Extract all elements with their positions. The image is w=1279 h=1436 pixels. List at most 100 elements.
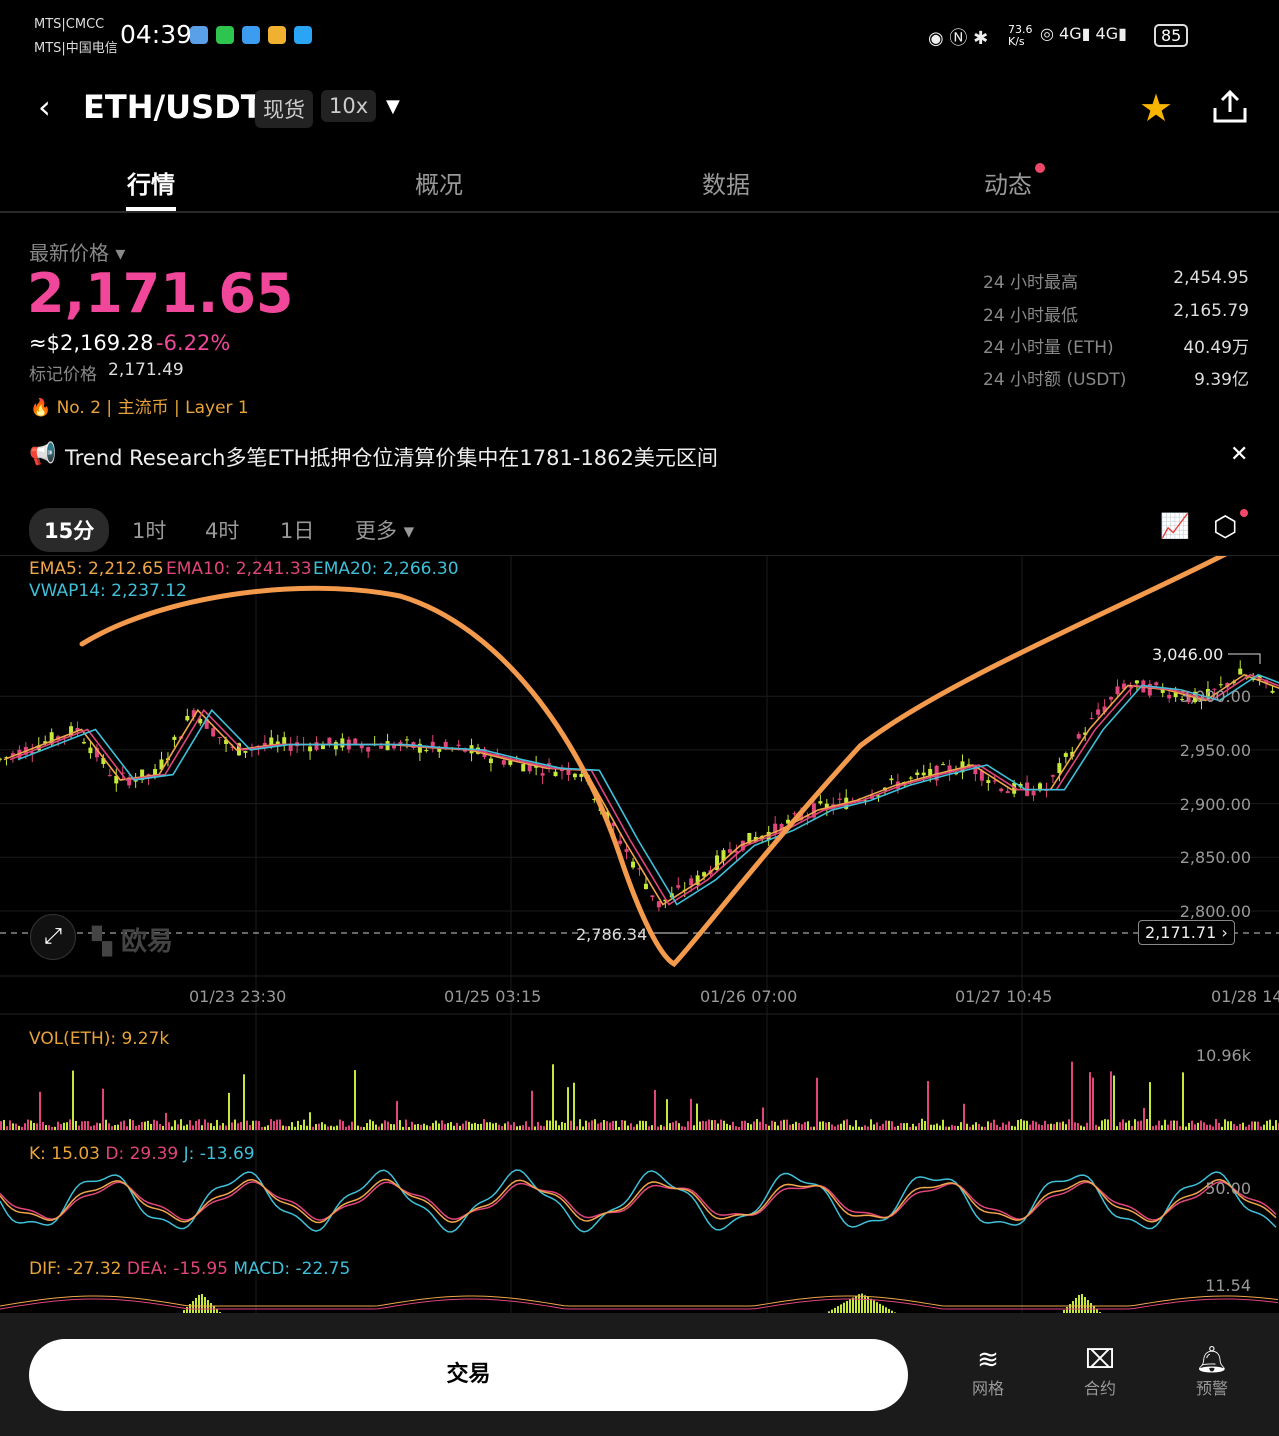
volume-bar [843, 1120, 845, 1130]
volume-bar [378, 1126, 380, 1130]
volume-bar [876, 1122, 878, 1130]
volume-bar [375, 1124, 377, 1130]
volume-bar [810, 1126, 812, 1130]
announcement-text[interactable]: Trend Research多笔ETH抵押仓位清算价集中在1781-1862美元… [65, 446, 718, 470]
candle [1102, 706, 1107, 713]
volume-bar [51, 1126, 53, 1130]
interval-15m[interactable]: 15分 [29, 508, 110, 552]
tab-feed[interactable]: 动态 [984, 171, 1032, 199]
volume-bar [921, 1118, 923, 1130]
volume-bar [924, 1120, 926, 1130]
volume-bar [45, 1125, 47, 1130]
category-tag[interactable]: 主流币 [117, 398, 169, 418]
chart-settings-icon[interactable]: ⬡ [1213, 510, 1238, 543]
volume-bar [537, 1121, 539, 1130]
volume-bar [1041, 1125, 1043, 1130]
volume-bar [303, 1119, 305, 1130]
macd-bar [876, 1302, 878, 1313]
volume-bar [954, 1125, 956, 1130]
candle [327, 737, 332, 745]
usd-price: ≈$2,169.28 [29, 331, 154, 355]
volume-bar [888, 1120, 890, 1130]
interval-4h[interactable]: 4时 [205, 519, 240, 543]
candle [934, 765, 939, 781]
fullscreen-icon[interactable]: ⤢ [30, 914, 76, 960]
pair-dropdown-icon[interactable]: ▼ [386, 96, 400, 117]
contract-button[interactable]: ⌧ 合约 [1074, 1345, 1126, 1399]
volume-bar [990, 1122, 992, 1130]
volume-bar [786, 1119, 788, 1130]
volume-bar [984, 1126, 986, 1130]
macd-bar [834, 1307, 836, 1313]
close-announcement-icon[interactable]: ✕ [1230, 442, 1249, 467]
current-price-tag[interactable]: 2,171.71 › [1138, 920, 1235, 945]
volume-bar [753, 1121, 755, 1130]
volume-bar [789, 1124, 791, 1130]
volume-bar [432, 1122, 434, 1130]
volume-bar [951, 1124, 953, 1130]
volume-bar [363, 1126, 365, 1130]
volume-bar [762, 1107, 764, 1130]
volume-bar [807, 1121, 809, 1130]
volume-bar [1026, 1120, 1028, 1130]
volume-bar [1176, 1120, 1178, 1130]
mark-price: 2,171.49 [108, 360, 184, 380]
candle [114, 775, 119, 784]
layer-tag[interactable]: Layer 1 [185, 398, 249, 418]
volume-bar [63, 1122, 65, 1130]
volume-bar [1029, 1124, 1031, 1130]
volume-bar [699, 1121, 701, 1130]
volume-bar [1005, 1124, 1007, 1130]
price-type-label[interactable]: 最新价格 ▾ [29, 241, 126, 265]
volume-bar [183, 1125, 185, 1130]
volume-bar [1053, 1124, 1055, 1130]
volume-bar [333, 1126, 335, 1130]
grid-button[interactable]: ≋ 网格 [962, 1345, 1014, 1399]
volume-bar [348, 1125, 350, 1130]
volume-bar [573, 1082, 575, 1130]
volume-bar [846, 1119, 848, 1130]
candle [282, 737, 287, 744]
candle [404, 739, 409, 741]
volume-bar [177, 1124, 179, 1130]
volume-bar [1098, 1126, 1100, 1130]
favorite-star-icon[interactable]: ★ [1139, 86, 1174, 130]
share-icon[interactable] [1212, 88, 1248, 124]
interval-more[interactable]: 更多 ▾ [355, 519, 415, 543]
volume-bar [891, 1121, 893, 1130]
rank-tag[interactable]: No. 2 [56, 398, 102, 418]
volume-bar [1062, 1121, 1064, 1130]
interval-1h[interactable]: 1时 [132, 519, 167, 543]
tab-market[interactable]: 行情 [127, 171, 175, 199]
indicator-settings-icon[interactable]: 📈 [1160, 512, 1190, 540]
tab-overview[interactable]: 概况 [415, 171, 463, 199]
volume-bar [1218, 1122, 1220, 1130]
volume-bar [87, 1121, 89, 1130]
tab-data[interactable]: 数据 [702, 171, 750, 199]
candle [269, 737, 274, 746]
trade-button[interactable]: 交易 [29, 1339, 908, 1411]
macd-bar [192, 1301, 194, 1313]
volume-bar [444, 1124, 446, 1130]
volume-bar [213, 1126, 215, 1130]
alert-button[interactable]: 🔔︎ 预警 [1186, 1345, 1238, 1399]
volume-bar [351, 1121, 353, 1130]
volume-bar [909, 1126, 911, 1130]
candle [185, 715, 190, 721]
macd-bar [852, 1297, 854, 1313]
volume-bar [657, 1126, 659, 1130]
coin-tags: 🔥 No. 2 | 主流币 | Layer 1 [30, 398, 249, 418]
candle [979, 770, 984, 781]
macd-bar [183, 1310, 185, 1313]
candle [676, 885, 681, 888]
interval-1d[interactable]: 1日 [280, 519, 315, 543]
back-button[interactable]: ‹ [38, 88, 51, 126]
candle [740, 840, 745, 851]
volume-bar [690, 1098, 692, 1130]
macd-bar [204, 1297, 206, 1313]
candle [734, 850, 739, 853]
volume-bar [1134, 1119, 1136, 1130]
kline-chart[interactable] [0, 556, 1279, 1316]
candle [547, 763, 552, 765]
candle [81, 742, 86, 744]
